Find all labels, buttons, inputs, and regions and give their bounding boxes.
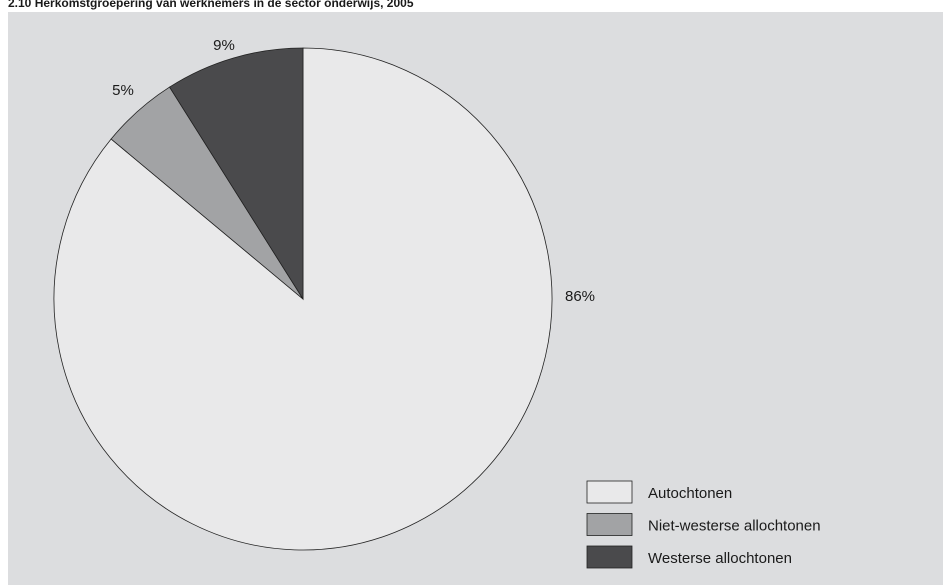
- legend-label: Autochtonen: [648, 485, 732, 502]
- data-label: 5%: [112, 82, 134, 99]
- legend-swatch: [586, 545, 633, 569]
- legend-swatch: [586, 480, 633, 504]
- chart-title: 2.10 Herkomstgroepering van werknemers i…: [8, 0, 414, 10]
- data-label: 9%: [213, 37, 235, 54]
- data-label: 86%: [565, 288, 595, 305]
- legend-swatch: [586, 513, 633, 536]
- legend-label: Niet-westerse allochtonen: [648, 517, 821, 534]
- pie-slice: [169, 47, 304, 301]
- legend-label: Westerse allochtonen: [648, 550, 792, 567]
